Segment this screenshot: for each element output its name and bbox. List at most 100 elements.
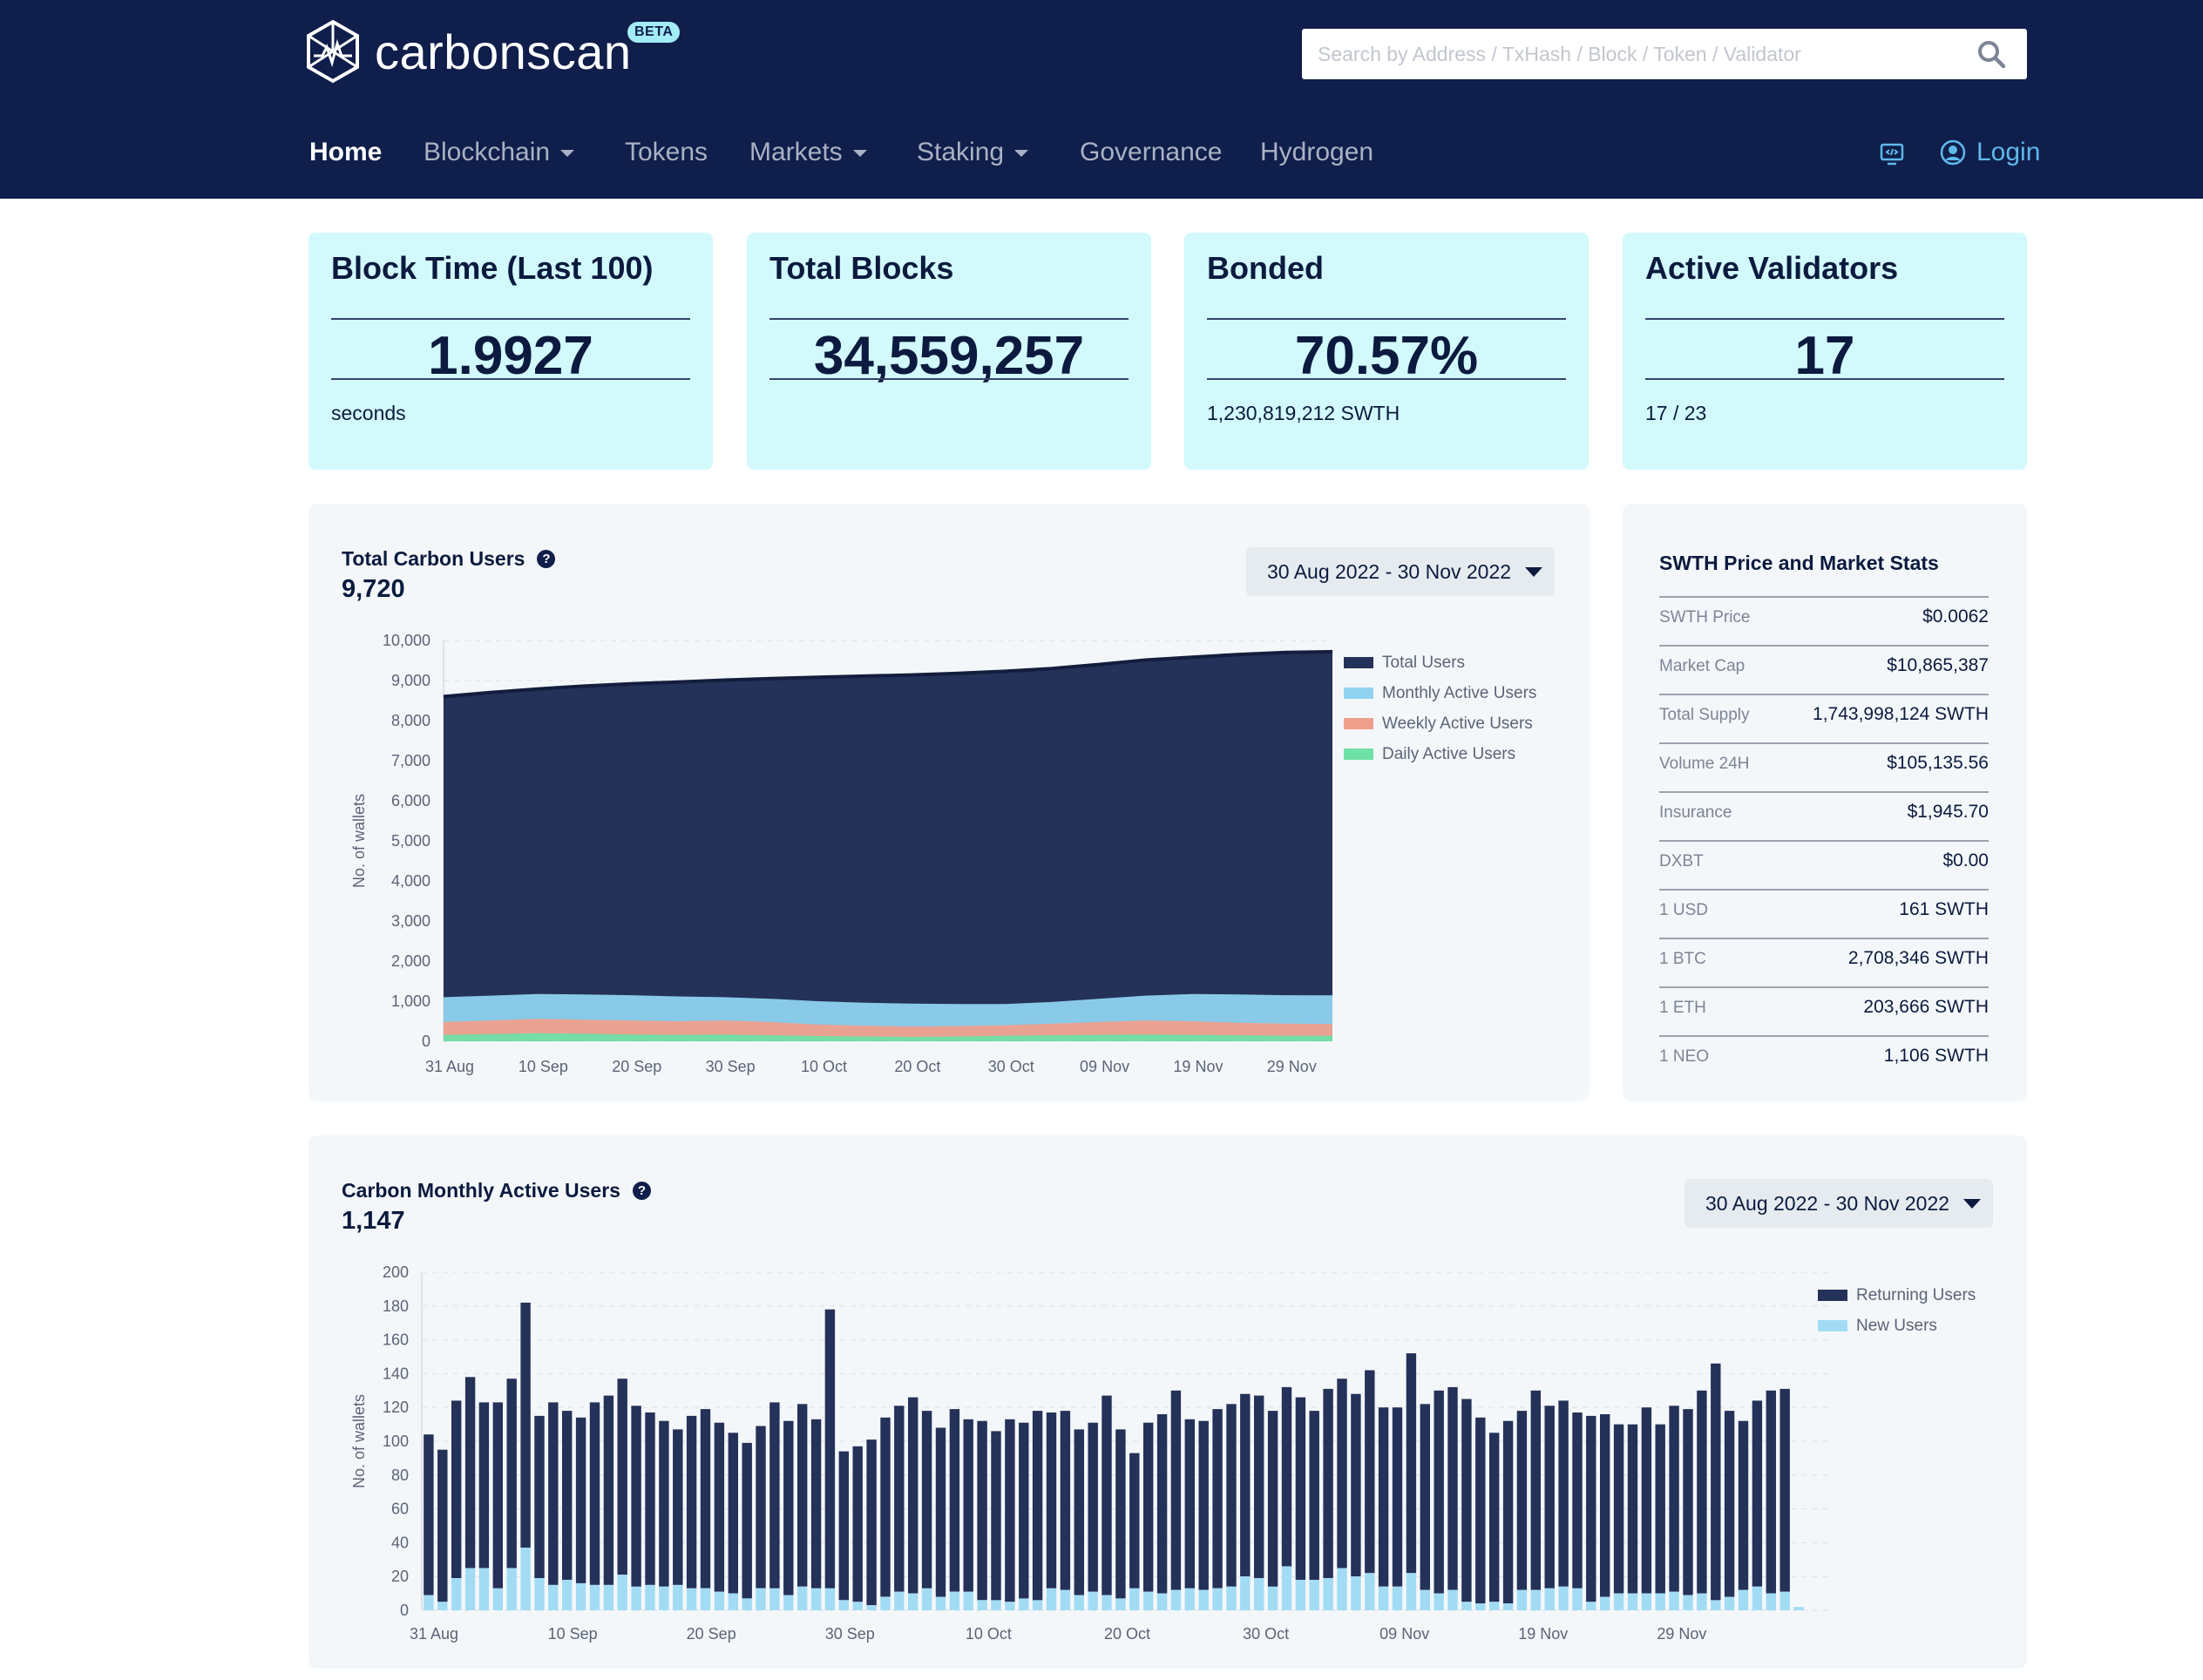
y-tick-label: 7,000: [391, 752, 430, 769]
nav-blockchain[interactable]: Blockchain: [424, 138, 575, 167]
x-tick-label: 10 Sep: [519, 1058, 568, 1075]
legend-item[interactable]: New Users: [1818, 1311, 1976, 1341]
bar-new-users: [1088, 1591, 1098, 1610]
bar-new-users: [1046, 1588, 1057, 1610]
legend-item[interactable]: Returning Users: [1818, 1280, 1976, 1311]
bar-returning-users: [1572, 1412, 1583, 1589]
bar-new-users: [520, 1548, 531, 1610]
nav-home[interactable]: Home: [309, 138, 383, 166]
help-icon[interactable]: ?: [537, 550, 556, 568]
search-icon[interactable]: [1976, 39, 2006, 69]
legend-label: Total Users: [1382, 653, 1466, 672]
monthly-active-users-value: 1,147: [342, 1207, 405, 1235]
bar-new-users: [1600, 1596, 1610, 1610]
x-tick-label: 10 Sep: [548, 1625, 598, 1643]
market-stat-value: $0.00: [1942, 850, 1989, 870]
bar-returning-users: [1544, 1406, 1555, 1589]
bar-returning-users: [1143, 1422, 1154, 1592]
y-tick-label: 180: [383, 1297, 409, 1315]
y-tick-label: 2,000: [391, 952, 430, 970]
bar-new-users: [478, 1568, 490, 1610]
bar-returning-users: [1683, 1409, 1693, 1595]
y-tick-label: 120: [383, 1399, 409, 1416]
chevron-down-icon: [560, 150, 575, 157]
bar-returning-users: [424, 1434, 434, 1595]
stat-title: Block Time (Last 100): [331, 250, 654, 286]
y-tick-label: 40: [391, 1534, 409, 1551]
market-stat-label: Market Cap: [1659, 657, 1745, 675]
nav-governance[interactable]: Governance: [1080, 138, 1223, 166]
bar-new-users: [1365, 1573, 1375, 1610]
nav-markets[interactable]: Markets: [749, 138, 867, 167]
nav-hydrogen[interactable]: Hydrogen: [1260, 138, 1374, 166]
bar-new-users: [1032, 1600, 1043, 1610]
bar-new-users: [1254, 1578, 1264, 1610]
legend-swatch: [1818, 1290, 1847, 1301]
total-users-value: 9,720: [342, 575, 405, 603]
search-input[interactable]: [1302, 29, 1964, 79]
stat-value: 17: [1794, 326, 1855, 386]
divider: [331, 378, 690, 380]
bar-returning-users: [1088, 1422, 1098, 1592]
chart-legend: Total Users Monthly Active Users Weekly …: [1344, 647, 1536, 769]
bar-new-users: [1586, 1602, 1596, 1610]
code-monitor-icon[interactable]: [1879, 141, 1905, 167]
y-tick-label: 60: [391, 1500, 409, 1518]
bar-new-users: [631, 1586, 641, 1610]
bar-new-users: [451, 1578, 462, 1610]
panel-title: Carbon Monthly Active Users ?: [342, 1179, 651, 1202]
bar-returning-users: [603, 1395, 614, 1585]
bar-returning-users: [1406, 1353, 1417, 1574]
bar-returning-users: [824, 1309, 836, 1589]
bar-returning-users: [1420, 1404, 1430, 1590]
y-tick-label: 5,000: [391, 832, 430, 850]
bar-returning-users: [1752, 1400, 1763, 1587]
bar-new-users: [1738, 1589, 1749, 1610]
bar-returning-users: [1365, 1370, 1375, 1574]
x-tick-label: 30 Sep: [825, 1625, 875, 1643]
bar-new-users: [1711, 1600, 1721, 1610]
nav-staking[interactable]: Staking: [917, 138, 1029, 167]
bar-returning-users: [1184, 1419, 1195, 1589]
help-icon[interactable]: ?: [632, 1182, 651, 1200]
bar-returning-users: [645, 1412, 655, 1585]
legend-label: New Users: [1856, 1316, 1937, 1335]
legend-item[interactable]: Daily Active Users: [1344, 739, 1536, 769]
y-tick-label: 10,000: [383, 632, 430, 649]
legend-swatch: [1344, 688, 1373, 699]
bar-returning-users: [492, 1402, 503, 1589]
y-tick-label: 3,000: [391, 912, 430, 930]
market-stat-row: Total Supply 1,743,998,124 SWTH: [1659, 694, 1989, 742]
date-range-dropdown[interactable]: 30 Aug 2022 - 30 Nov 2022: [1684, 1179, 1993, 1228]
bar-returning-users: [742, 1442, 752, 1599]
login-label: Login: [1976, 138, 2041, 166]
legend-item[interactable]: Monthly Active Users: [1344, 678, 1536, 708]
bar-returning-users: [1240, 1393, 1251, 1577]
bar-returning-users: [1558, 1400, 1569, 1587]
bar-new-users: [756, 1588, 766, 1610]
legend-item[interactable]: Weekly Active Users: [1344, 708, 1536, 739]
stat-value: 70.57%: [1294, 326, 1479, 386]
bar-new-users: [1641, 1593, 1652, 1610]
date-range-dropdown[interactable]: 30 Aug 2022 - 30 Nov 2022: [1246, 547, 1555, 596]
panel-title-text: Carbon Monthly Active Users: [342, 1179, 620, 1202]
bar-new-users: [908, 1593, 918, 1610]
bar-new-users: [1198, 1589, 1209, 1610]
bar-new-users: [1572, 1588, 1583, 1610]
y-tick-label: 0: [422, 1033, 430, 1050]
x-tick-label: 20 Oct: [1104, 1625, 1150, 1643]
bar-new-users: [1447, 1589, 1458, 1610]
legend-item[interactable]: Total Users: [1344, 647, 1536, 678]
bar-new-users: [492, 1588, 503, 1610]
divider: [769, 378, 1129, 380]
stat-subtext: 17 / 23: [1645, 402, 1707, 424]
bar-returning-users: [534, 1415, 545, 1579]
bar-new-users: [1502, 1603, 1514, 1610]
panel-title-text: Total Carbon Users: [342, 547, 525, 570]
bar-new-users: [1005, 1602, 1015, 1610]
y-tick-label: 20: [391, 1568, 409, 1585]
brand-logo[interactable]: carbonscan: [305, 19, 632, 84]
login-button[interactable]: Login: [1940, 138, 2040, 167]
caret-down-icon: [1525, 566, 1543, 577]
nav-tokens[interactable]: Tokens: [625, 138, 708, 166]
